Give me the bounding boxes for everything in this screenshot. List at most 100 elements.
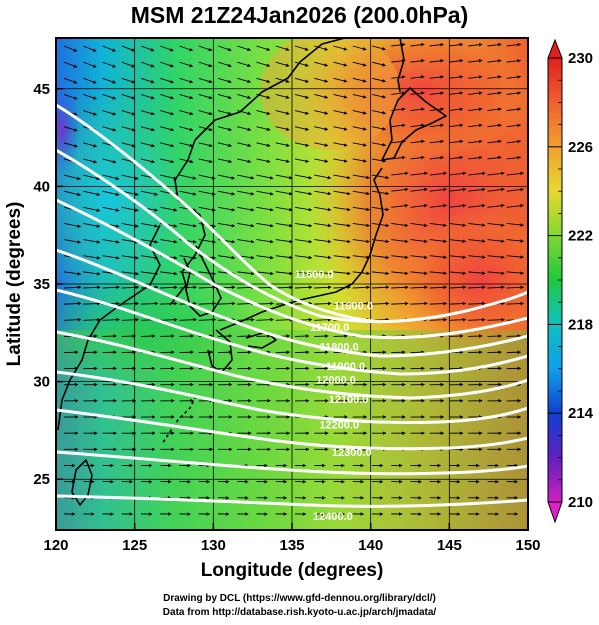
wind-arrow <box>352 223 370 228</box>
wind-arrow <box>83 223 101 228</box>
wind-arrow <box>448 42 464 47</box>
wind-arrow <box>333 223 351 228</box>
wind-arrow <box>198 206 216 212</box>
wind-arrow <box>160 142 175 148</box>
credit-drawing: Drawing by DCL (https://www.gfd-dennou.o… <box>163 593 436 604</box>
wind-arrow <box>121 174 139 180</box>
wind-arrow <box>506 271 525 275</box>
wind-arrow <box>179 317 197 322</box>
height-contours <box>56 103 528 508</box>
wind-arrow <box>410 59 425 63</box>
colorbar: 230 226 222 218 214 210 <box>547 38 594 524</box>
wind-arrow <box>448 107 464 112</box>
wind-arrow <box>410 255 428 260</box>
contour-line <box>56 370 528 424</box>
wind-arrow <box>83 271 101 276</box>
wind-arrow <box>275 126 290 131</box>
wind-arrow <box>429 42 445 47</box>
wind-arrow <box>121 61 136 68</box>
wind-arrow <box>294 93 309 99</box>
wind-arrow <box>140 61 155 68</box>
wind-arrow <box>391 42 406 47</box>
wind-arrow <box>237 110 252 116</box>
wind-arrow <box>102 45 116 52</box>
contour-line <box>56 330 528 400</box>
wind-arrow <box>314 110 329 115</box>
contour-line <box>56 494 528 508</box>
wind-arrow <box>102 317 120 322</box>
wind-arrow <box>294 61 309 67</box>
wind-arrow <box>121 239 139 244</box>
wind-arrow <box>140 77 155 84</box>
wind-arrow <box>391 123 406 128</box>
y-tick-label: 35 <box>33 276 50 293</box>
wind-arrow <box>448 203 467 208</box>
wind-arrow <box>237 206 255 212</box>
wind-arrow <box>506 187 524 192</box>
wind-arrow <box>63 126 78 132</box>
wind-arrow <box>391 59 406 63</box>
wind-arrow <box>160 126 175 132</box>
wind-arrow <box>102 61 116 68</box>
x-axis-label: Longitude (degrees) <box>201 560 384 581</box>
wind-arrow <box>429 91 445 95</box>
wind-arrow <box>256 206 274 212</box>
wind-arrow <box>160 285 178 290</box>
wind-arrow <box>391 255 409 260</box>
wind-arrow <box>160 45 174 52</box>
wind-arrow <box>256 301 274 306</box>
wind-arrow <box>314 142 329 147</box>
wind-arrow <box>352 271 371 276</box>
wind-arrow <box>352 239 370 244</box>
wind-arrow <box>237 142 252 147</box>
wind-arrow <box>83 239 101 244</box>
wind-arrow <box>487 271 505 275</box>
wind-arrow <box>198 239 216 244</box>
wind-arrow <box>333 239 351 244</box>
wind-arrow <box>487 187 505 192</box>
wind-arrow <box>256 174 274 180</box>
wind-arrow <box>314 77 329 83</box>
wind-arrow <box>63 174 81 181</box>
wind-arrow <box>198 126 213 132</box>
wind-arrow <box>217 174 235 180</box>
y-tick-label: 45 <box>33 81 50 98</box>
wind-arrow <box>63 61 78 68</box>
wind-arrow <box>217 93 232 100</box>
coastline-shikoku <box>245 331 277 349</box>
x-tick-label: 120 <box>43 537 68 554</box>
wind-arrow <box>198 142 213 148</box>
wind-arrow <box>352 110 367 115</box>
wind-arrow <box>371 190 390 196</box>
wind-arrow <box>275 142 290 147</box>
wind-arrow <box>102 77 117 84</box>
wind-arrow <box>352 301 371 306</box>
wind-arrow <box>140 223 159 228</box>
wind-arrow <box>63 317 82 322</box>
wind-arrow <box>506 91 522 95</box>
wind-arrow <box>352 158 367 163</box>
wind-arrow <box>83 93 97 100</box>
credits: Drawing by DCL (https://www.gfd-dennou.o… <box>0 592 599 620</box>
contour-line <box>56 103 381 324</box>
wind-arrow <box>198 285 217 290</box>
wind-arrow <box>140 239 159 244</box>
wind-arrow <box>371 110 387 115</box>
wind-arrow <box>352 255 370 260</box>
wind-arrow <box>429 203 447 208</box>
wind-arrow <box>102 190 120 196</box>
wind-arrow <box>468 139 483 144</box>
wind-arrow <box>83 206 101 212</box>
wind-arrow <box>160 271 178 276</box>
wind-arrow <box>63 285 82 290</box>
wind-arrow <box>83 61 97 68</box>
wind-arrow <box>506 155 522 160</box>
wind-arrow <box>333 301 351 306</box>
wind-arrow <box>217 126 232 132</box>
wind-arrow <box>237 239 255 244</box>
wind-arrow <box>391 91 406 95</box>
wind-arrow <box>468 255 486 259</box>
wind-arrow <box>102 126 117 132</box>
wind-arrow <box>429 187 447 192</box>
colorbar-top-triangle <box>547 38 563 59</box>
